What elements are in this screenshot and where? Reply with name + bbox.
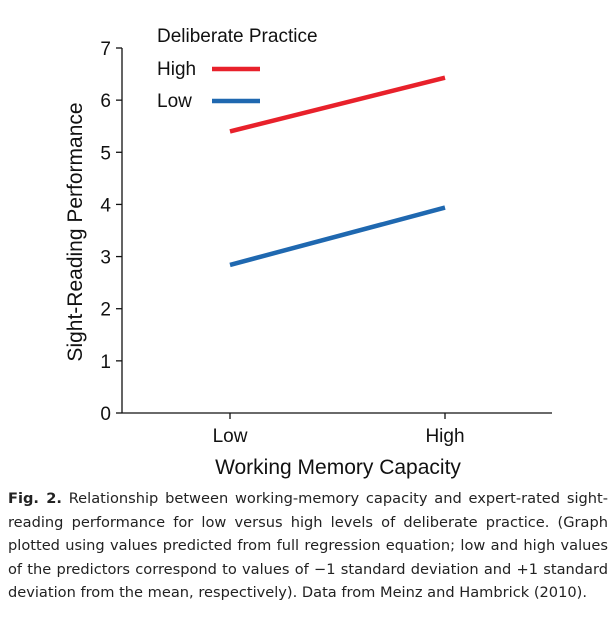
caption-label: Fig. 2. (8, 490, 62, 507)
series-layer (229, 75, 446, 268)
legend-label-high: High (157, 59, 196, 80)
y-tick-label: 4 (100, 195, 111, 216)
series-line-high (229, 75, 446, 134)
x-tick-label: Low (213, 426, 248, 447)
x-tick-label: High (425, 426, 464, 447)
y-tick-label: 2 (100, 300, 111, 321)
x-axis-title: Working Memory Capacity (215, 456, 461, 479)
y-tick-label: 6 (100, 91, 111, 112)
line-chart: 0 1 2 3 4 5 6 7 Low High Sight-Reading Performan… (64, 26, 552, 479)
legend: Deliberate Practice High Low (157, 26, 318, 112)
y-tick-label: 5 (100, 143, 111, 164)
figure-caption: Fig. 2. Relationship between working-mem… (8, 487, 608, 605)
series-line-low (229, 205, 446, 268)
caption-text: Relationship between working-memory capa… (8, 490, 609, 602)
legend-title: Deliberate Practice (157, 26, 318, 47)
legend-label-low: Low (157, 91, 192, 112)
y-axis: 0 1 2 3 4 5 6 7 (100, 39, 123, 425)
y-axis-title: Sight-Reading Performance (64, 102, 87, 361)
y-tick-label: 3 (100, 248, 111, 269)
x-axis: Low High (122, 412, 552, 447)
y-tick-label: 0 (100, 404, 111, 425)
y-tick-label: 7 (100, 39, 111, 60)
y-tick-label: 1 (100, 352, 111, 373)
